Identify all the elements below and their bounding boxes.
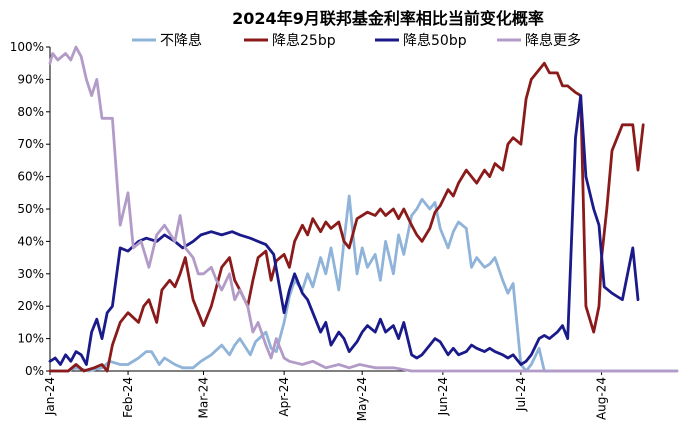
y-tick-label: 0%	[25, 364, 44, 378]
series-layer	[48, 45, 679, 373]
y-tick-label: 100%	[10, 40, 44, 54]
y-tick-label: 90%	[17, 72, 44, 86]
legend-label: 降息更多	[525, 32, 581, 49]
y-tick-label: 10%	[17, 332, 44, 346]
x-tick-label: Mar-24	[196, 377, 210, 418]
series-line-4	[48, 45, 679, 373]
x-axis: Jan-24 Feb-24 Mar-24 Apr-24 May-24 Jun-24 Jul-…	[43, 370, 677, 421]
x-tick-label: Aug-24	[595, 377, 609, 420]
series-line-3	[48, 94, 640, 366]
legend-label: 降息25bp	[272, 32, 336, 49]
y-tick-label: 40%	[17, 234, 44, 248]
chart-title: 2024年9月联邦基金利率相比当前变化概率	[232, 9, 544, 28]
x-tick-label: Jul-24	[514, 377, 528, 412]
x-tick-label: Feb-24	[121, 377, 135, 418]
x-tick-label: Apr-24	[277, 377, 291, 417]
series-line-1	[48, 194, 679, 373]
y-tick-label: 30%	[17, 267, 44, 281]
legend: 不降息 降息25bp 降息50bp 降息更多	[132, 32, 581, 49]
legend-label: 不降息	[160, 32, 202, 49]
y-axis: 0% 10% 20% 30% 40% 50% 60% 70% 80% 90% 100%	[10, 40, 51, 378]
x-tick-label: May-24	[355, 377, 369, 421]
x-tick-label: Jan-24	[43, 377, 57, 416]
y-tick-label: 60%	[17, 170, 44, 184]
y-tick-label: 50%	[17, 202, 44, 216]
y-tick-label: 20%	[17, 299, 44, 313]
x-tick-label: Jun-24	[436, 377, 450, 416]
series-line-2	[48, 61, 645, 373]
y-tick-label: 70%	[17, 137, 44, 151]
legend-label: 降息50bp	[403, 32, 467, 49]
y-tick-label: 80%	[17, 105, 44, 119]
